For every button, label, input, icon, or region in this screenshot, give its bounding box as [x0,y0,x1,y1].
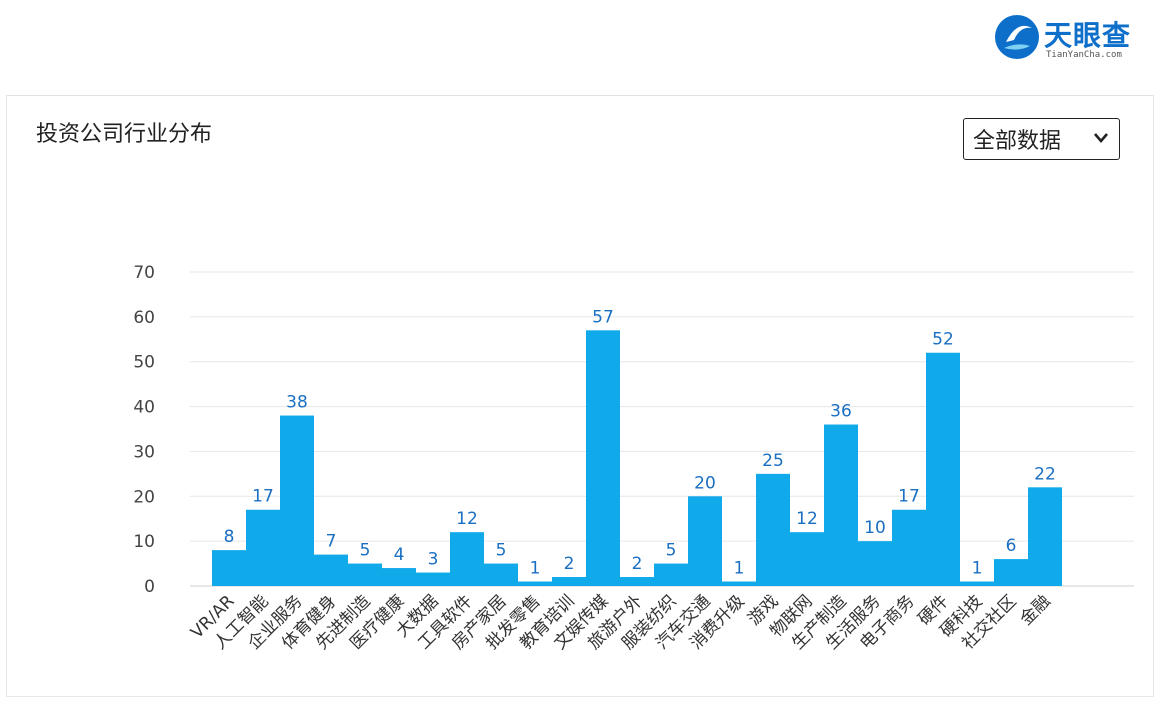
bar[interactable] [246,509,280,586]
bar[interactable] [790,532,824,586]
bar-value-label: 38 [286,393,308,413]
y-tick-label: 50 [133,353,155,373]
bar-value-label: 12 [796,509,818,529]
bar-value-label: 12 [456,509,478,529]
y-tick-label: 30 [133,442,155,462]
logo-mark-icon [995,15,1039,59]
bar-value-label: 25 [762,451,784,471]
category-label: 金融 [1016,591,1054,629]
bar[interactable] [314,554,348,586]
bar-value-label: 1 [530,559,541,579]
bar-value-label: 36 [830,402,852,422]
bar[interactable] [552,577,586,586]
bar[interactable] [416,572,450,586]
bar-value-label: 5 [496,541,507,561]
bar[interactable] [450,532,484,586]
y-tick-label: 40 [133,398,155,418]
bar[interactable] [722,581,756,586]
bar[interactable] [212,550,246,586]
bar-value-label: 22 [1034,464,1056,484]
y-tick-label: 60 [133,308,155,328]
bar[interactable] [586,330,620,586]
panel-title: 投资公司行业分布 [36,122,213,147]
bar-value-label: 52 [932,330,954,350]
bar[interactable] [756,473,790,586]
bar-value-label: 57 [592,307,614,327]
tianyancha-logo[interactable]: 天眼查 TianYanCha.com [992,10,1152,66]
bar[interactable] [824,424,858,586]
bar-value-label: 2 [632,554,643,574]
bar[interactable] [382,568,416,586]
bar[interactable] [348,563,382,586]
bar[interactable] [994,559,1028,586]
data-filter-dropdown[interactable]: 全部数据 [963,118,1120,160]
bar[interactable] [688,496,722,586]
bar-value-label: 17 [898,487,920,507]
y-tick-label: 0 [144,577,155,597]
bar[interactable] [892,509,926,586]
bar[interactable] [518,581,552,586]
bar-value-label: 3 [428,550,439,570]
bar[interactable] [858,541,892,586]
y-tick-label: 70 [133,263,155,283]
bar[interactable] [484,563,518,586]
bar[interactable] [926,352,960,586]
bar-value-label: 1 [734,559,745,579]
bar-value-label: 8 [224,527,235,547]
bar-value-label: 6 [1006,536,1017,556]
bar-value-label: 2 [564,554,575,574]
bar-value-label: 5 [360,541,371,561]
bar-value-label: 17 [252,487,274,507]
bar-value-label: 4 [394,545,405,565]
bar-value-label: 7 [326,532,337,552]
bar[interactable] [620,577,654,586]
chevron-down-icon [1094,133,1108,143]
bar[interactable] [1028,487,1062,586]
dropdown-label: 全部数据 [973,129,1062,154]
logo-text: 天眼查 [1044,19,1132,52]
logo-subtext: TianYanCha.com [1046,50,1122,60]
bar-value-label: 1 [972,559,983,579]
bar-value-label: 20 [694,473,716,493]
bar[interactable] [960,581,994,586]
bar-value-label: 5 [666,541,677,561]
bar[interactable] [280,415,314,586]
chart-panel [6,95,1154,697]
y-tick-label: 10 [133,532,155,552]
bar[interactable] [654,563,688,586]
y-tick-label: 20 [133,487,155,507]
bar-value-label: 10 [864,518,886,538]
